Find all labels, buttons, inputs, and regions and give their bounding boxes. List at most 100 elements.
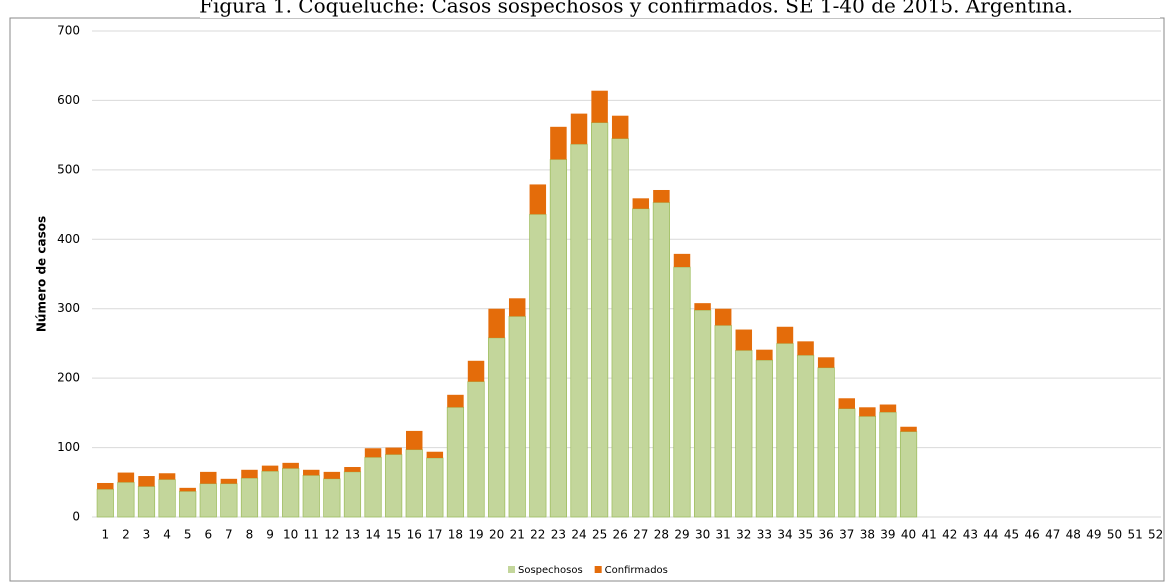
- x-tick-label: 2: [122, 528, 130, 542]
- x-tick-label: 8: [246, 528, 254, 542]
- y-tick-label: 300: [57, 301, 80, 315]
- x-tick-label: 44: [983, 528, 998, 542]
- bar-segment: [282, 462, 299, 469]
- x-tick-label: 40: [901, 528, 916, 542]
- bar-segment: [838, 408, 856, 518]
- x-tick-label: 31: [716, 528, 731, 542]
- bar-segment: [97, 482, 114, 490]
- x-tick-label: 16: [407, 528, 422, 542]
- x-tick-label: 50: [1107, 528, 1122, 542]
- chart-title: Figura 1. Coqueluche: Casos sospechosos …: [199, 0, 1073, 18]
- bar-segment: [817, 357, 835, 368]
- bar-segment: [426, 451, 444, 458]
- x-tick-label: 29: [674, 528, 689, 542]
- bar-segment: [756, 349, 773, 361]
- bar-segment: [158, 479, 176, 518]
- x-tick-label: 11: [304, 528, 319, 542]
- x-tick-label: 24: [571, 528, 586, 542]
- bar-segment: [364, 456, 382, 518]
- bar-segment: [508, 316, 526, 518]
- x-tick-label: 5: [184, 528, 192, 542]
- y-tick-label: 100: [57, 440, 80, 454]
- x-tick-label: 19: [468, 528, 483, 542]
- x-tick-label: 47: [1045, 528, 1060, 542]
- bar-segment: [117, 481, 135, 518]
- bar-segment: [838, 398, 855, 409]
- bar-segment: [240, 477, 259, 518]
- x-tick-label: 22: [530, 528, 545, 542]
- bar-segment: [302, 474, 320, 518]
- bar-segment: [673, 253, 691, 268]
- x-tick-label: 6: [204, 528, 212, 542]
- x-tick-label: 7: [225, 528, 233, 542]
- bar-segment: [282, 468, 300, 518]
- legend-swatch: [508, 566, 515, 573]
- x-tick-label: 25: [592, 528, 607, 542]
- x-tick-label: 21: [510, 528, 525, 542]
- x-tick-label: 15: [386, 528, 401, 542]
- bar-segment: [797, 341, 814, 356]
- bar-segment: [241, 469, 258, 479]
- bar-segment: [508, 298, 526, 317]
- x-tick-label: 33: [757, 528, 772, 542]
- bar-segment: [344, 467, 361, 472]
- x-tick-label: 27: [633, 528, 648, 542]
- legend-swatch: [594, 566, 602, 573]
- bar-segment: [859, 407, 876, 417]
- y-tick-label: 600: [57, 93, 80, 107]
- x-tick-label: 18: [448, 528, 463, 542]
- x-tick-label: 28: [654, 528, 669, 542]
- bar-segment: [550, 126, 567, 160]
- x-tick-label: 17: [427, 528, 442, 542]
- bar-segment: [570, 143, 588, 518]
- bar-segment: [138, 476, 155, 487]
- bar-segment: [261, 470, 279, 518]
- bar-segment: [714, 308, 732, 326]
- x-tick-label: 23: [551, 528, 566, 542]
- x-tick-label: 42: [942, 528, 957, 542]
- bar-segment: [96, 488, 114, 518]
- x-tick-label: 45: [1004, 528, 1019, 542]
- x-tick-label: 9: [266, 528, 274, 542]
- bar-segment: [405, 449, 423, 518]
- bar-segment: [447, 394, 464, 408]
- bar-segment: [220, 483, 238, 518]
- bar-segment: [858, 415, 876, 518]
- bar-segment: [529, 213, 547, 518]
- y-tick-label: 400: [57, 232, 80, 246]
- bar-segment: [406, 430, 423, 450]
- bar-segment: [735, 350, 753, 518]
- x-tick-label: 10: [283, 528, 298, 542]
- x-tick-label: 43: [963, 528, 978, 542]
- y-tick-label: 500: [57, 162, 80, 176]
- bar-segment: [776, 343, 794, 518]
- bar-segment: [879, 404, 897, 413]
- x-tick-label: 13: [345, 528, 360, 542]
- bar-segment: [755, 359, 773, 518]
- x-tick-label: 41: [922, 528, 937, 542]
- bar-segment: [632, 198, 650, 209]
- bar-segment: [137, 486, 156, 518]
- bar-segment: [117, 472, 135, 483]
- title-backdrop: [200, 0, 1160, 18]
- bar-segment: [611, 138, 629, 518]
- bar-segment: [426, 457, 444, 518]
- bar-segment: [591, 122, 609, 518]
- x-tick-label: 4: [163, 528, 171, 542]
- bar-segment: [694, 303, 711, 311]
- x-tick-label: 49: [1086, 528, 1101, 542]
- x-tick-label: 48: [1066, 528, 1081, 542]
- bar-segment: [693, 309, 712, 518]
- bar-segment: [467, 381, 485, 518]
- bar-segment: [549, 159, 568, 518]
- x-tick-label: 36: [819, 528, 834, 542]
- bar-segment: [529, 184, 547, 215]
- x-tick-label: 14: [365, 528, 380, 542]
- bar-segment: [488, 337, 506, 518]
- bar-segment: [817, 367, 835, 518]
- bar-segment: [632, 208, 650, 518]
- x-tick-label: 30: [695, 528, 710, 542]
- bar-segment: [467, 360, 485, 382]
- bar-segment: [591, 90, 608, 123]
